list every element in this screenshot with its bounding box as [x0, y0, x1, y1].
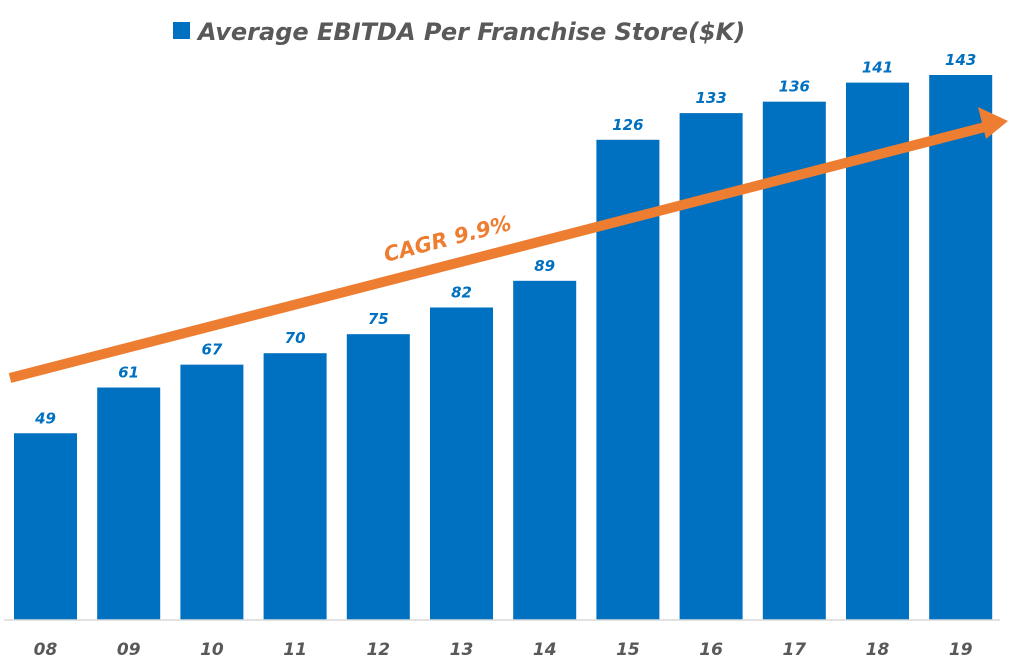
x-tick-label-16: 16: [699, 640, 723, 660]
bar-13: [430, 307, 493, 620]
x-tick-label-10: 10: [200, 640, 224, 660]
bar-19: [929, 75, 993, 620]
data-label-18: 141: [862, 59, 893, 77]
x-tick-label-13: 13: [450, 640, 474, 660]
x-tick-label-08: 08: [34, 640, 58, 660]
bar-10: [180, 364, 244, 620]
data-label-09: 61: [118, 364, 139, 382]
data-label-12: 75: [368, 310, 389, 328]
legend-label: Average EBITDA Per Franchise Store($K): [196, 18, 745, 46]
bar-18: [846, 82, 909, 620]
bar-12: [346, 334, 410, 620]
x-tick-label-12: 12: [366, 640, 390, 660]
x-tick-label-15: 15: [616, 640, 640, 660]
legend-swatch: [173, 22, 190, 39]
data-label-10: 67: [201, 341, 222, 359]
data-label-17: 136: [779, 78, 810, 96]
arrow-head-icon: [978, 107, 1008, 139]
x-tick-label-11: 11: [283, 640, 307, 660]
data-label-16: 133: [695, 89, 726, 107]
data-label-19: 143: [945, 51, 976, 69]
x-tick-label-18: 18: [866, 640, 890, 660]
bar-09: [97, 387, 161, 620]
x-tick-label-14: 14: [533, 640, 557, 660]
data-label-13: 82: [451, 283, 472, 301]
bar-08: [14, 433, 77, 620]
arrow-shaft: [8, 122, 987, 383]
x-tick-label-19: 19: [949, 640, 973, 660]
data-label-14: 89: [534, 257, 555, 275]
bar-11: [263, 353, 327, 620]
x-tick-label-17: 17: [782, 640, 806, 660]
bar-17: [762, 101, 826, 620]
data-label-08: 49: [34, 409, 56, 427]
data-label-15: 126: [612, 116, 643, 134]
bar-14: [513, 280, 577, 620]
legend: Average EBITDA Per Franchise Store($K): [173, 18, 745, 46]
x-tick-label-09: 09: [117, 640, 141, 660]
data-label-11: 70: [285, 329, 306, 347]
